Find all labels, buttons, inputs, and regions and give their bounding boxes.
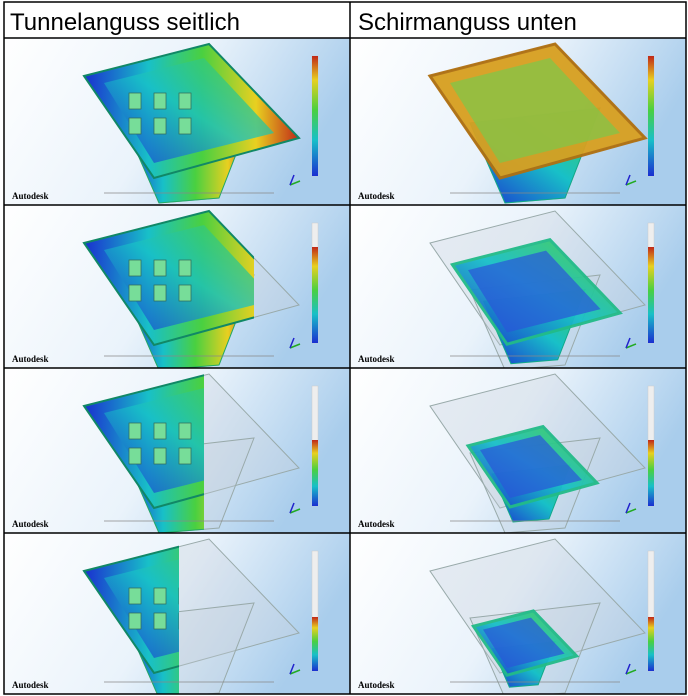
simulation-image: Autodesk [4,205,350,370]
figure-table: Tunnelanguss seitlich Schirmanguss unten… [0,0,688,696]
rib [129,423,141,439]
autodesk-logo: Autodesk [12,680,49,690]
simulation-image: Autodesk [350,38,686,205]
rib [154,93,166,109]
simulation-image: Autodesk [4,38,350,205]
legend-bar [312,440,318,506]
simulation-image: Autodesk [4,368,350,533]
simulation-image: Autodesk [4,533,350,696]
rib [129,118,141,134]
rib [154,118,166,134]
rib [129,613,141,629]
rib [154,613,166,629]
rib [179,423,191,439]
rib [129,285,141,301]
autodesk-logo: Autodesk [12,191,49,201]
simulation-image: Autodesk [350,368,686,533]
column-header: Schirmanguss unten [358,9,577,36]
rib [129,588,141,604]
rib [179,93,191,109]
legend-bar [312,617,318,671]
legend-bar [648,440,654,506]
rib [154,260,166,276]
autodesk-logo: Autodesk [358,354,395,364]
rib [129,93,141,109]
autodesk-logo: Autodesk [358,519,395,529]
column-header: Tunnelanguss seitlich [10,9,240,36]
rib [179,285,191,301]
rib [154,423,166,439]
rib [129,260,141,276]
rib [154,588,166,604]
legend-bar [648,56,654,176]
legend-bar [648,247,654,343]
legend-bar [312,247,318,343]
rib [179,118,191,134]
autodesk-logo: Autodesk [358,191,395,201]
rib [179,260,191,276]
legend-bar [312,56,318,176]
legend-bar [648,617,654,671]
rib [179,448,191,464]
autodesk-logo: Autodesk [12,519,49,529]
simulation-image: Autodesk [350,533,686,696]
autodesk-logo: Autodesk [358,680,395,690]
rib [154,285,166,301]
autodesk-logo: Autodesk [12,354,49,364]
rib [154,448,166,464]
rib [129,448,141,464]
page: Tunnelanguss seitlich Schirmanguss unten… [0,0,688,696]
simulation-image: Autodesk [350,205,686,370]
